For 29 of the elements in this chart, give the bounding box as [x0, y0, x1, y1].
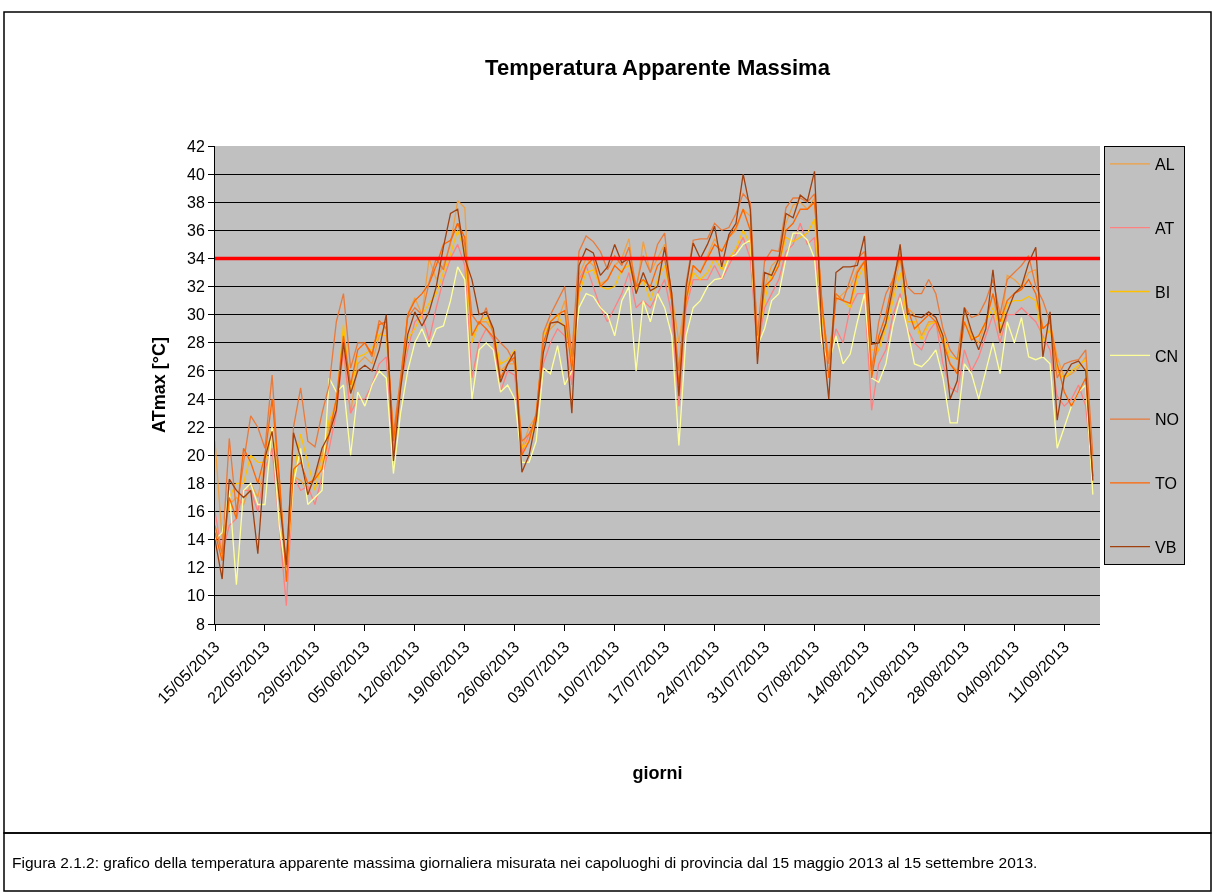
y-tick-label: 38: [187, 193, 205, 211]
x-axis-title: giorni: [632, 762, 683, 783]
legend-label: CN: [1155, 347, 1179, 365]
legend-label: BI: [1155, 283, 1171, 301]
y-tick-label: 16: [187, 503, 205, 521]
legend-label: AT: [1155, 219, 1175, 237]
y-tick-label: 20: [187, 446, 205, 464]
y-tick-label: 36: [187, 221, 205, 239]
chart-title: Temperatura Apparente Massima: [485, 54, 831, 80]
legend-label: VB: [1155, 538, 1177, 556]
y-tick-label: 40: [187, 165, 205, 183]
y-tick-label: 22: [187, 418, 205, 436]
legend-label: AL: [1155, 156, 1175, 174]
y-tick-label: 8: [195, 615, 205, 633]
y-tick-label: 14: [187, 531, 205, 549]
y-axis-title: ATmax [°C]: [149, 337, 170, 433]
legend-label: TO: [1155, 475, 1177, 493]
y-tick-label: 18: [187, 475, 205, 493]
y-tick-label: 34: [187, 250, 205, 268]
y-tick-label: 26: [187, 362, 205, 380]
text: Figura 2.1.2: grafico della temperatura apparente massima giornaliera misurata nei capoluoghi di provincia dal 15 maggio 2013 al 15 settembre 2013.: [12, 854, 1038, 871]
y-tick-label: 28: [187, 334, 205, 352]
y-tick-label: 32: [187, 278, 205, 296]
legend-label: NO: [1155, 411, 1179, 429]
y-tick-label: 12: [187, 559, 205, 577]
y-tick-label: 10: [187, 587, 205, 605]
y-tick-label: 24: [187, 390, 205, 408]
y-tick-label: 30: [187, 306, 205, 324]
y-tick-label: 42: [187, 137, 205, 155]
